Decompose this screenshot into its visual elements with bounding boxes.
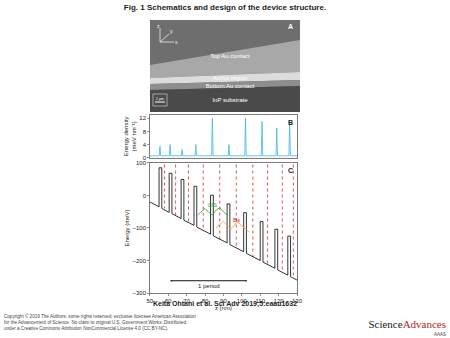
svg-text:Active region: Active region	[213, 75, 248, 81]
svg-text:−200: −200	[133, 258, 147, 264]
svg-text:0: 0	[143, 193, 147, 199]
svg-text:InP substrate: InP substrate	[212, 97, 248, 103]
svg-text:Energy (meV): Energy (meV)	[124, 209, 130, 246]
svg-text:2 µm: 2 µm	[156, 97, 164, 101]
svg-text:x: x	[175, 39, 178, 45]
svg-text:C: C	[288, 167, 293, 174]
svg-text:50: 50	[147, 298, 154, 304]
svg-text:0: 0	[143, 155, 147, 161]
svg-text:Bs: Bs	[233, 217, 240, 223]
svg-text:A: A	[288, 23, 293, 30]
svg-text:−300: −300	[133, 290, 147, 296]
svg-text:LIS: LIS	[208, 202, 217, 208]
svg-text:1 period: 1 period	[198, 283, 220, 289]
svg-text:12: 12	[139, 115, 146, 121]
svg-text:Top Au contact: Top Au contact	[210, 53, 250, 59]
svg-text:100: 100	[136, 160, 147, 166]
svg-text:z: z	[157, 23, 160, 29]
svg-text:Energy density(meV nm⁻¹): Energy density(meV nm⁻¹)	[123, 117, 137, 157]
svg-text:B: B	[288, 119, 293, 126]
svg-text:Bottom Au contact: Bottom Au contact	[206, 83, 255, 89]
svg-text:−100: −100	[133, 225, 147, 231]
svg-text:y: y	[170, 28, 173, 34]
svg-text:8: 8	[143, 129, 147, 135]
svg-text:4: 4	[143, 142, 147, 148]
